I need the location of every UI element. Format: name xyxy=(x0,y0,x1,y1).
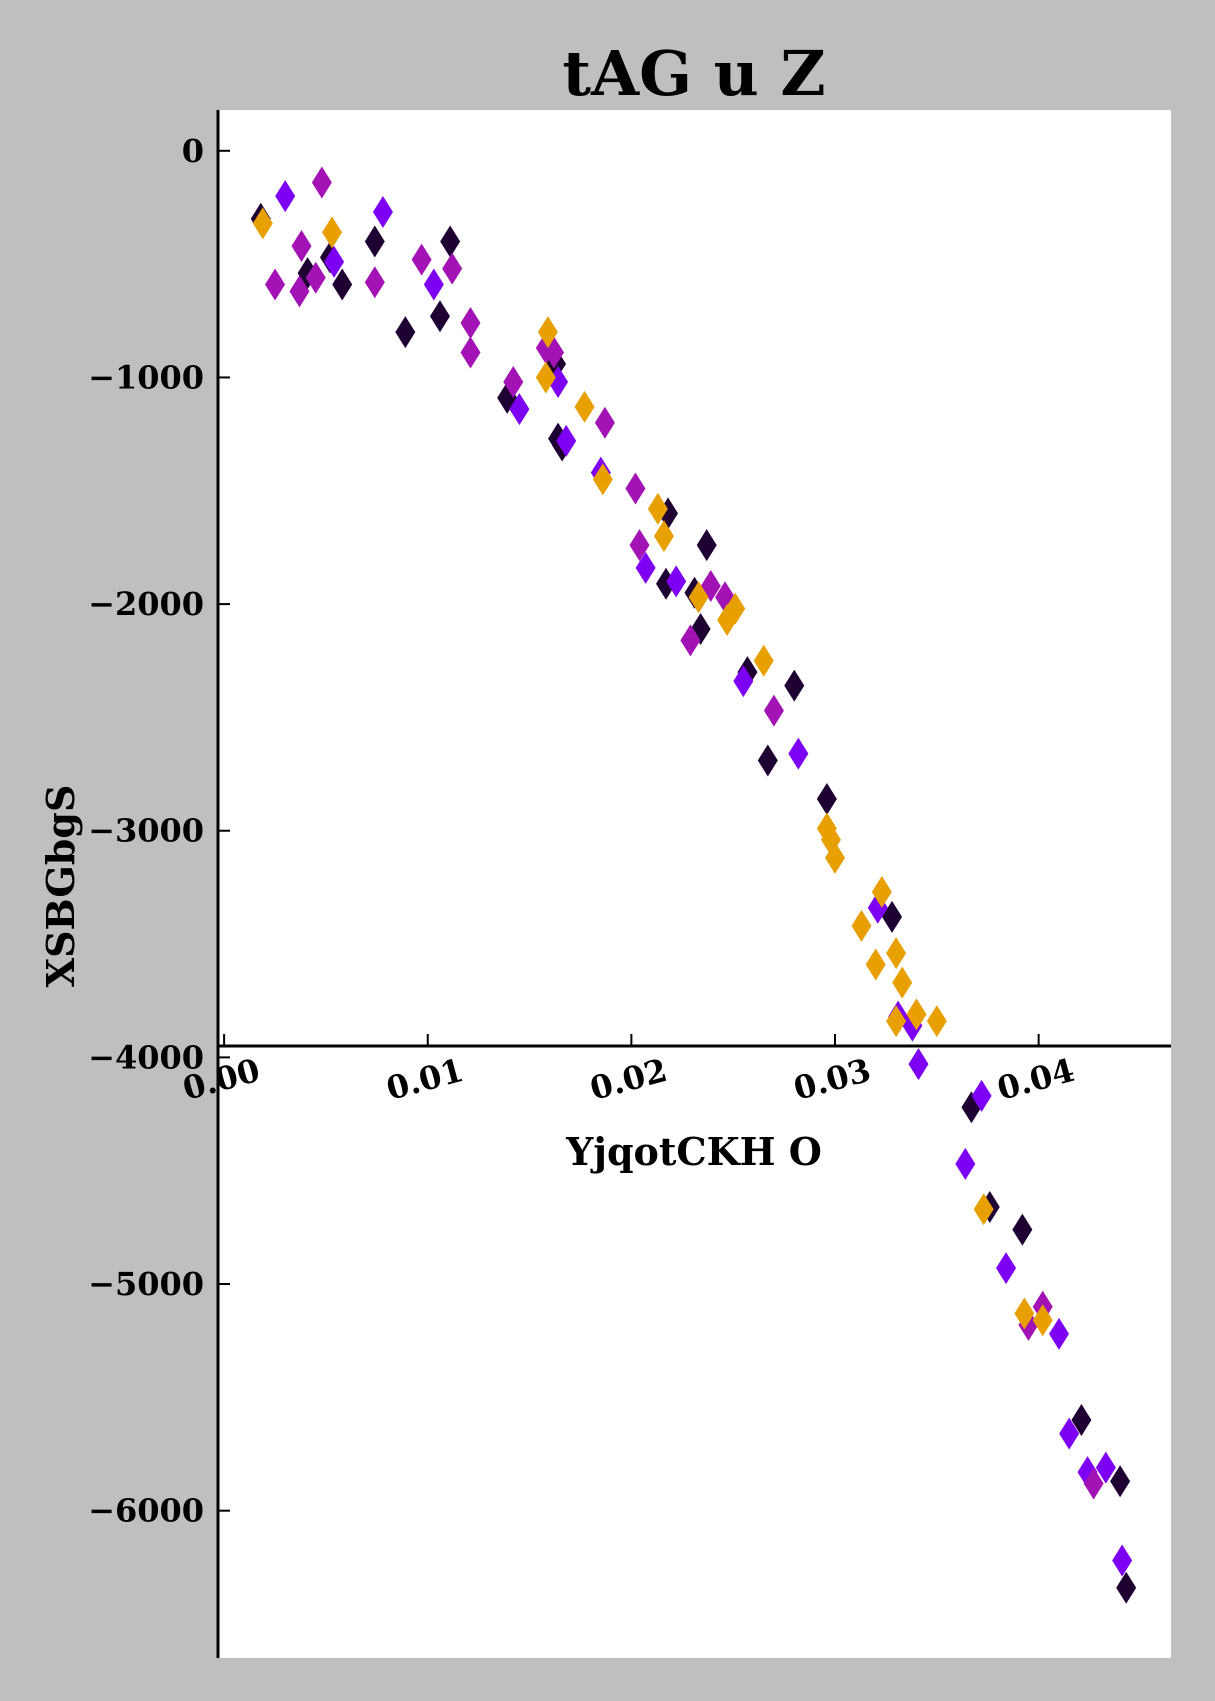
data-point xyxy=(574,390,595,423)
data-point xyxy=(364,266,385,299)
data-point xyxy=(1116,1571,1137,1604)
data-point xyxy=(892,966,913,999)
data-point xyxy=(275,180,296,213)
data-point xyxy=(784,669,805,702)
data-point xyxy=(265,268,286,301)
data-point xyxy=(647,492,668,525)
data-point xyxy=(696,529,717,562)
data-point xyxy=(816,783,837,816)
data-point xyxy=(556,424,577,457)
data-point xyxy=(364,225,385,258)
data-point xyxy=(1071,1404,1092,1437)
data-point xyxy=(973,1193,994,1226)
data-point xyxy=(996,1252,1017,1285)
data-point xyxy=(688,581,709,614)
data-point xyxy=(757,744,778,777)
data-point xyxy=(322,216,343,249)
data-point xyxy=(324,245,345,278)
data-point xyxy=(906,998,927,1031)
data-point xyxy=(1032,1304,1053,1337)
data-point xyxy=(725,592,746,625)
data-point xyxy=(460,336,481,369)
data-point xyxy=(886,1005,907,1038)
data-point xyxy=(395,316,416,349)
data-point xyxy=(955,1147,976,1180)
data-point xyxy=(442,252,463,285)
data-point xyxy=(666,565,687,598)
data-point xyxy=(592,463,613,496)
y-tick-label: −3000 xyxy=(88,812,204,850)
data-point xyxy=(332,268,353,301)
data-point xyxy=(311,166,332,199)
data-point xyxy=(372,195,393,228)
data-point xyxy=(411,243,432,276)
data-point xyxy=(305,261,326,294)
data-point xyxy=(886,937,907,970)
data-point xyxy=(851,909,872,942)
data-point xyxy=(625,472,646,505)
data-point xyxy=(509,393,530,426)
data-point xyxy=(908,1048,929,1081)
data-point xyxy=(252,207,273,240)
data-point xyxy=(503,365,524,398)
data-point xyxy=(497,381,518,414)
data-point xyxy=(594,406,615,439)
data-point xyxy=(291,229,312,262)
data-point xyxy=(429,300,450,333)
data-point xyxy=(1083,1467,1104,1500)
data-point xyxy=(865,948,886,981)
data-point xyxy=(537,316,558,349)
data-point xyxy=(1012,1213,1033,1246)
data-point xyxy=(629,529,650,562)
data-point xyxy=(753,644,774,677)
y-tick-label: −6000 xyxy=(88,1492,204,1530)
data-point xyxy=(825,841,846,874)
data-point xyxy=(788,737,809,770)
data-point xyxy=(289,275,310,308)
y-tick-label: −2000 xyxy=(88,585,204,623)
data-point xyxy=(423,268,444,301)
y-axis-label: XSBGbgS xyxy=(38,785,83,988)
data-point xyxy=(1014,1297,1035,1330)
y-tick-label: 0 xyxy=(182,132,204,170)
data-point xyxy=(653,520,674,553)
y-tick-label: −5000 xyxy=(88,1265,204,1303)
data-point xyxy=(1095,1451,1116,1484)
y-tick-label: −1000 xyxy=(88,358,204,396)
data-point xyxy=(680,624,701,657)
data-point xyxy=(926,1005,947,1038)
data-point xyxy=(1110,1465,1131,1498)
data-point xyxy=(871,875,892,908)
y-tick-label: −4000 xyxy=(88,1038,204,1076)
data-point xyxy=(535,361,556,394)
data-points xyxy=(250,166,1137,1604)
chart-title: tAG u Z xyxy=(562,37,825,110)
data-point xyxy=(733,665,754,698)
x-axis-label: YjqotCKH O xyxy=(565,1129,822,1174)
data-point xyxy=(763,694,784,727)
data-point xyxy=(440,225,461,258)
data-point xyxy=(460,307,481,340)
data-point xyxy=(1049,1317,1070,1350)
plot-area xyxy=(218,110,1171,1658)
data-point xyxy=(1112,1544,1133,1577)
data-point xyxy=(635,551,656,584)
data-point xyxy=(971,1079,992,1112)
data-point xyxy=(1059,1417,1080,1450)
data-point xyxy=(658,497,679,530)
